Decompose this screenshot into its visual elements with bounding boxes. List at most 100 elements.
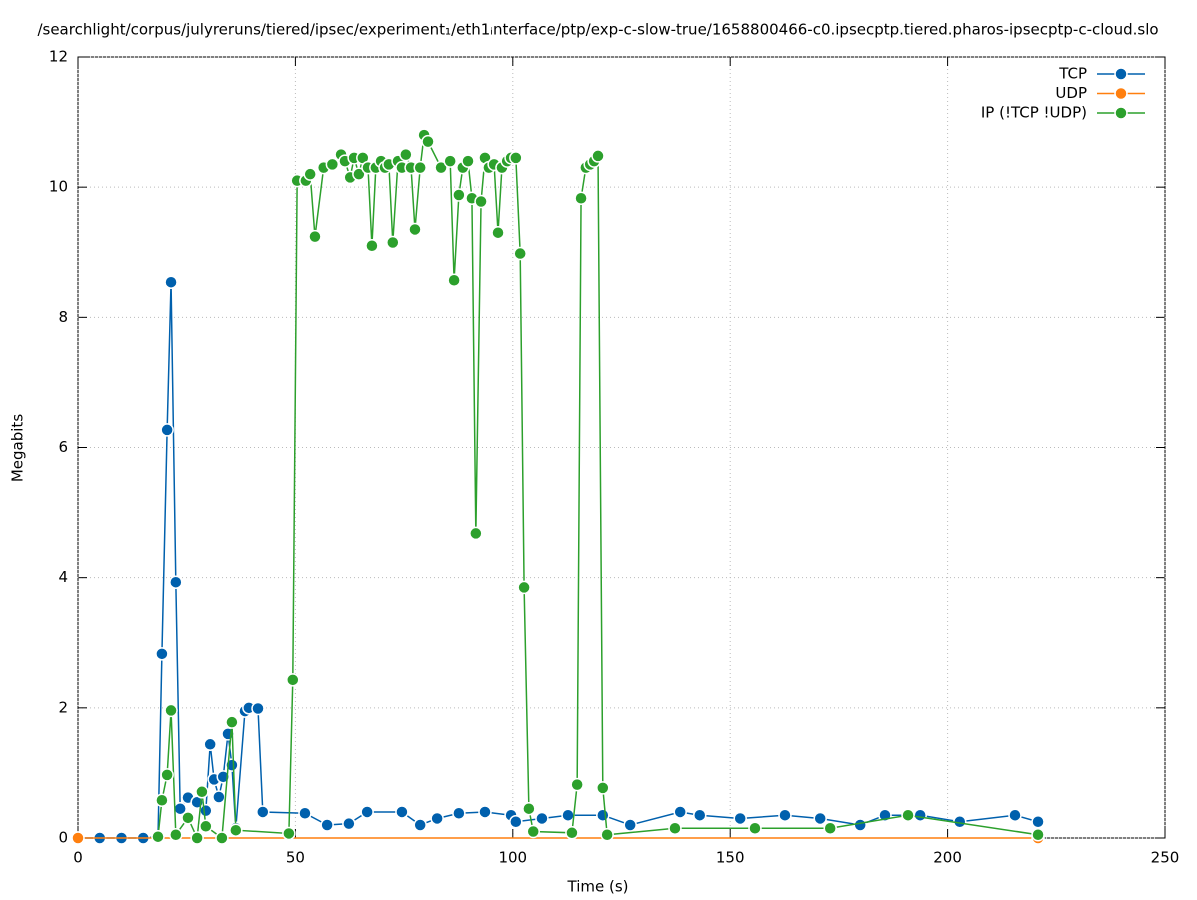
plot-frame — [77, 56, 1166, 839]
y-tick-label: 10 — [49, 178, 68, 196]
data-point — [160, 423, 174, 437]
data-point — [199, 819, 213, 834]
data-point — [190, 831, 204, 845]
x-tick-label: 0 — [73, 849, 83, 867]
data-point — [570, 777, 584, 792]
legend-marker — [1114, 106, 1128, 120]
data-point — [461, 154, 475, 168]
y-tick-label: 8 — [58, 308, 68, 326]
data-point — [320, 818, 334, 832]
data-point — [430, 811, 444, 826]
data-point — [160, 768, 174, 782]
data-point — [251, 701, 265, 716]
data-point — [199, 803, 213, 818]
data-point — [155, 793, 169, 808]
data-point — [71, 831, 85, 845]
data-point — [325, 157, 340, 172]
data-point — [823, 821, 837, 835]
data-point — [352, 167, 366, 181]
data-point — [215, 831, 229, 845]
data-point — [408, 222, 422, 237]
data-point — [733, 811, 747, 826]
legend-label: UDP — [1055, 84, 1087, 102]
data-point — [491, 225, 505, 240]
data-point — [169, 827, 183, 842]
data-point — [452, 806, 466, 821]
y-tick-label: 2 — [58, 698, 68, 716]
chart-title: /searchlight/corpus/julyreruns/tiered/ip… — [37, 21, 1158, 39]
data-point — [853, 818, 867, 832]
data-point — [413, 818, 427, 832]
data-point — [513, 246, 527, 261]
data-point — [169, 575, 183, 589]
data-point — [447, 273, 461, 287]
data-point — [203, 737, 217, 752]
data-point — [225, 715, 239, 729]
data-point — [434, 160, 448, 175]
series-line — [157, 132, 1039, 841]
data-point — [303, 167, 317, 181]
data-point — [748, 821, 762, 835]
data-point — [509, 151, 523, 165]
data-point — [413, 160, 427, 175]
y-tick-label: 6 — [58, 438, 68, 456]
data-point — [164, 703, 178, 718]
y-axis-label: Megabits — [9, 414, 27, 482]
data-point — [693, 808, 707, 822]
data-point — [1031, 814, 1045, 829]
data-point — [600, 827, 614, 842]
data-point — [469, 526, 483, 541]
data-point — [365, 238, 379, 253]
data-point — [1031, 827, 1045, 842]
y-tick-label: 4 — [58, 568, 68, 586]
data-point — [212, 790, 226, 804]
data-point — [308, 229, 322, 244]
data-point — [151, 829, 165, 844]
data-point — [596, 781, 610, 795]
series — [151, 128, 1045, 845]
data-point — [509, 814, 523, 829]
data-point — [913, 808, 927, 822]
legend-label: IP (!TCP !UDP) — [981, 104, 1087, 122]
data-point — [901, 808, 915, 822]
data-point — [181, 811, 195, 825]
x-tick-label: 50 — [286, 849, 305, 867]
y-tick-label: 12 — [49, 48, 68, 66]
data-point — [474, 194, 488, 209]
data-point — [386, 235, 400, 250]
data-point — [164, 275, 178, 289]
data-point — [535, 811, 549, 826]
data-point — [282, 826, 296, 841]
data-point — [395, 805, 409, 819]
data-point — [298, 806, 312, 821]
data-point — [360, 805, 374, 819]
data-point — [673, 805, 687, 819]
data-point — [155, 647, 169, 661]
x-tick-label: 200 — [933, 849, 962, 867]
x-axis-label: Time (s) — [567, 878, 629, 896]
data-point — [561, 808, 575, 822]
data-point — [668, 821, 682, 835]
data-point — [229, 823, 243, 837]
x-tick-label: 100 — [498, 849, 527, 867]
data-point — [452, 188, 466, 202]
data-point — [522, 801, 536, 816]
data-point — [778, 808, 792, 822]
data-point — [478, 805, 492, 819]
data-point — [195, 785, 209, 799]
data-point — [813, 811, 827, 826]
data-point — [256, 805, 270, 819]
data-point — [596, 808, 610, 822]
data-point — [565, 826, 579, 840]
data-point — [399, 147, 413, 162]
data-point — [342, 816, 356, 831]
data-point — [443, 154, 457, 168]
series — [71, 275, 1045, 845]
data-point — [286, 673, 300, 687]
data-point — [623, 818, 637, 832]
data-point — [517, 580, 531, 595]
data-point — [421, 134, 435, 149]
y-tick-label: 0 — [58, 829, 68, 847]
data-point — [591, 149, 605, 163]
